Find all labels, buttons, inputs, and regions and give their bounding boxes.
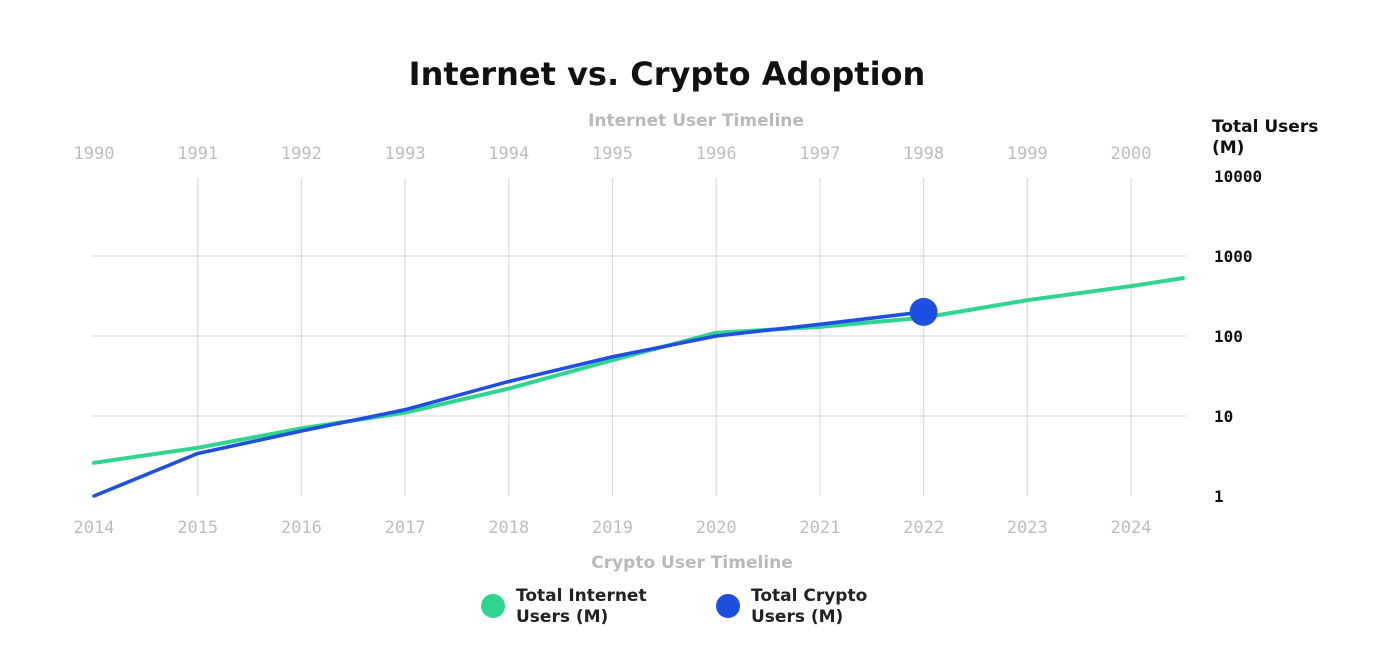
top-tick-label: 1996 (696, 144, 737, 164)
bottom-tick-label: 2021 (799, 518, 840, 538)
bottom-axis-ticks: 2014 2015 2016 2017 2018 2019 2020 2021 2022 2023… (74, 518, 1152, 538)
grid (92, 178, 1186, 496)
bottom-tick-label: 2014 (74, 518, 115, 538)
legend-internet-label-line-1: Total Internet (516, 586, 647, 606)
legend: Total Internet Users (M) Total Crypto Us… (481, 586, 867, 627)
bottom-tick-label: 2015 (177, 518, 218, 538)
bottom-tick-label: 2022 (903, 518, 944, 538)
top-tick-label: 1994 (488, 144, 529, 164)
bottom-tick-label: 2023 (1007, 518, 1048, 538)
crypto-users-line (92, 310, 926, 498)
bottom-axis-label: Crypto User Timeline (591, 553, 793, 573)
top-tick-label: 1998 (903, 144, 944, 164)
top-tick-label: 1997 (799, 144, 840, 164)
y-axis-label-line-1: Total Users (1212, 117, 1318, 137)
y-axis-label-line-2: (M) (1212, 138, 1244, 158)
legend-internet-marker (481, 594, 505, 618)
bottom-tick-label: 2016 (281, 518, 322, 538)
internet-users-line (92, 276, 1185, 465)
legend-crypto-label-line-2: Users (M) (751, 607, 843, 627)
series-group (92, 276, 1185, 498)
bottom-tick-label: 2017 (385, 518, 426, 538)
legend-crypto-label-line-1: Total Crypto (751, 586, 867, 606)
bottom-tick-label: 2019 (592, 518, 633, 538)
legend-crypto-marker (716, 594, 740, 618)
top-tick-label: 1990 (74, 144, 115, 164)
y-tick-label: 1000 (1214, 247, 1253, 266)
chart-title: Internet vs. Crypto Adoption (409, 55, 926, 93)
top-tick-label: 1995 (592, 144, 633, 164)
y-tick-label: 100 (1214, 327, 1243, 346)
top-tick-label: 1993 (385, 144, 426, 164)
top-axis-label: Internet User Timeline (588, 111, 804, 131)
crypto-latest-marker (909, 297, 938, 326)
y-tick-label: 10 (1214, 407, 1233, 426)
bottom-tick-label: 2024 (1111, 518, 1152, 538)
y-tick-label: 1 (1214, 487, 1224, 506)
top-axis-ticks: 1990 1991 1992 1993 1994 1995 1996 1997 1998 1999… (74, 144, 1152, 164)
top-tick-label: 1991 (177, 144, 218, 164)
y-tick-label: 10000 (1214, 167, 1262, 186)
top-tick-label: 2000 (1111, 144, 1152, 164)
top-tick-label: 1999 (1007, 144, 1048, 164)
legend-internet-label-line-2: Users (M) (516, 607, 608, 627)
bottom-tick-label: 2020 (696, 518, 737, 538)
bottom-tick-label: 2018 (488, 518, 529, 538)
top-tick-label: 1992 (281, 144, 322, 164)
y-axis-ticks: 10000 1000 100 10 1 (1214, 167, 1262, 506)
